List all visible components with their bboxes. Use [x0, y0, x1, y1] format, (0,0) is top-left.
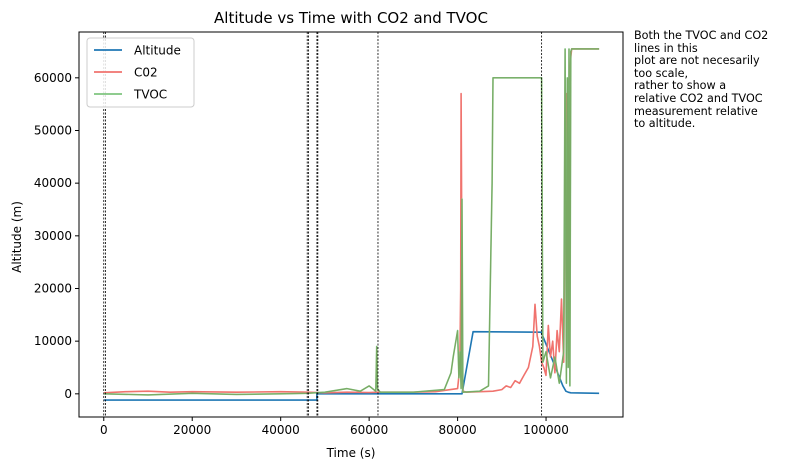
- annotation-line: lines in this: [634, 41, 698, 55]
- plot-frame: [78, 31, 624, 418]
- x-tick-label: 80000: [438, 423, 476, 437]
- x-tick-label: 40000: [262, 423, 300, 437]
- legend-box: [86, 37, 195, 108]
- y-tick-label: 10000: [34, 334, 72, 348]
- series-line-tvoc: [103, 48, 600, 396]
- plot-area: [78, 31, 624, 418]
- x-tick-label: 60000: [350, 423, 388, 437]
- annotation-line: relative CO2 and TVOC: [634, 91, 763, 105]
- y-tick-label: 60000: [34, 71, 72, 85]
- annotation-line: plot are not necesarily: [634, 54, 760, 68]
- annotation-line: rather to show a: [634, 79, 727, 93]
- y-axis-label: Altitude (m): [10, 201, 24, 273]
- x-axis: 0 20000 40000 60000 80000 100000: [100, 417, 569, 437]
- x-tick-label: 100000: [523, 423, 569, 437]
- chart-annotation: Both the TVOC and CO2 lines in this plot…: [634, 29, 796, 131]
- y-axis: 0 10000 20000 30000 40000 50000 60000: [34, 71, 79, 401]
- legend-label: TVOC: [133, 88, 167, 102]
- legend-label: C02: [134, 66, 158, 80]
- legend-label: Altitude: [134, 44, 181, 58]
- plot-clip-group: [103, 32, 600, 417]
- annotation-line: to altitude.: [634, 117, 696, 131]
- x-tick-label: 20000: [173, 423, 211, 437]
- y-tick-label: 0: [64, 387, 72, 401]
- x-axis-label: Time (s): [326, 446, 376, 460]
- annotation-line: measurement relative: [634, 104, 758, 118]
- chart-title: Altitude vs Time with CO2 and TVOC: [214, 9, 488, 27]
- x-tick-label: 0: [100, 423, 108, 437]
- y-tick-label: 20000: [34, 281, 72, 295]
- series-line-altitude: [103, 330, 600, 401]
- legend: Altitude C02 TVOC: [86, 37, 195, 108]
- series-overlap-tint: [103, 48, 600, 396]
- y-tick-label: 40000: [34, 176, 72, 190]
- y-tick-label: 50000: [34, 123, 72, 137]
- annotation-line: Both the TVOC and CO2: [634, 29, 769, 42]
- y-tick-label: 30000: [34, 229, 72, 243]
- annotation-line: too scale,: [634, 66, 689, 80]
